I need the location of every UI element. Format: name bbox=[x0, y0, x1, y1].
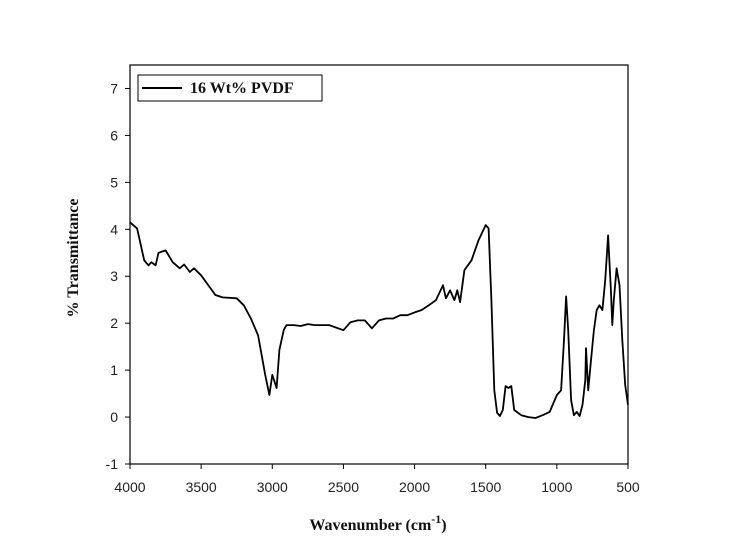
y-tick-label: 7 bbox=[110, 80, 118, 96]
x-axis-label: Wavenumber (cm-1) bbox=[309, 512, 446, 534]
x-tick-label: 3000 bbox=[257, 479, 288, 495]
x-label-sup: -1 bbox=[431, 512, 441, 526]
x-label-text: Wavenumber (cm bbox=[309, 517, 432, 534]
legend-label: 16 Wt% PVDF bbox=[190, 80, 294, 97]
data-line bbox=[129, 221, 629, 419]
y-tick-label: 4 bbox=[110, 221, 118, 237]
y-tick-label: 3 bbox=[110, 268, 118, 284]
y-tick-label: 2 bbox=[110, 315, 118, 331]
x-tick-label: 2000 bbox=[399, 479, 430, 495]
y-tick-label: 0 bbox=[110, 409, 118, 425]
x-tick-label: 500 bbox=[616, 479, 640, 495]
x-tick-label: 3500 bbox=[186, 479, 217, 495]
y-tick-label: 1 bbox=[110, 362, 118, 378]
y-tick-label: -1 bbox=[106, 456, 119, 472]
x-tick-label: 1000 bbox=[541, 479, 572, 495]
x-tick-label: 1500 bbox=[470, 479, 501, 495]
x-tick-label: 2500 bbox=[328, 479, 359, 495]
y-tick-label: 5 bbox=[110, 174, 118, 190]
y-tick-label: 6 bbox=[110, 127, 118, 143]
x-tick-label: 4000 bbox=[114, 479, 145, 495]
plot-frame bbox=[129, 64, 629, 465]
x-label-end: ) bbox=[441, 517, 446, 534]
y-axis-label: % Transmittance bbox=[65, 199, 82, 318]
